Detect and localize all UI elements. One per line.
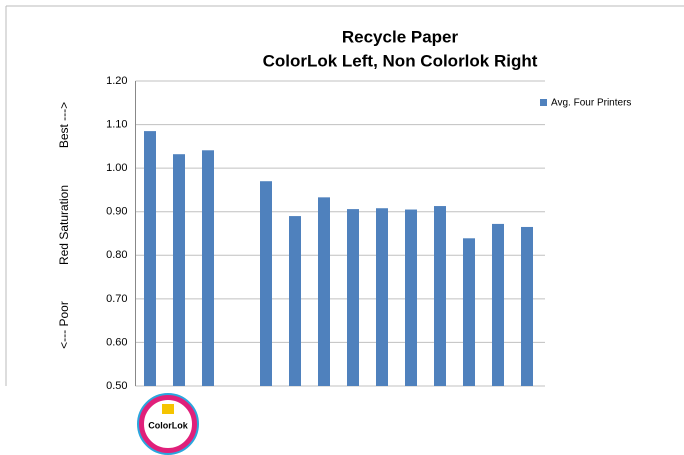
logo-ring <box>138 394 198 454</box>
legend-swatch <box>540 99 547 106</box>
logo-ring <box>137 393 199 455</box>
chart-title: Recycle Paper <box>342 27 459 46</box>
logo-icon <box>162 404 174 414</box>
bar <box>376 208 388 386</box>
y-tick-label: 0.50 <box>106 380 127 392</box>
y-tick-label: 1.20 <box>106 75 127 87</box>
y-axis-label: Red Saturation <box>57 185 71 265</box>
y-tick-label: 0.70 <box>106 293 127 305</box>
bar <box>202 150 214 386</box>
y-axis-label: Best ---> <box>57 102 71 148</box>
y-tick-label: 1.10 <box>106 118 127 130</box>
bar <box>434 206 446 386</box>
legend-label: Avg. Four Printers <box>551 98 631 109</box>
bar <box>144 131 156 386</box>
bar <box>260 181 272 386</box>
bar <box>289 216 301 386</box>
y-tick-label: 0.90 <box>106 206 127 218</box>
bar <box>521 226 533 386</box>
bar <box>347 209 359 386</box>
y-tick-label: 0.80 <box>106 249 127 261</box>
chart-subtitle: ColorLok Left, Non Colorlok Right <box>263 51 538 70</box>
bar <box>463 238 475 386</box>
logo-text: ColorLok <box>148 420 188 430</box>
bar <box>492 223 504 386</box>
bar <box>173 154 185 386</box>
bar <box>318 197 330 386</box>
y-tick-label: 0.60 <box>106 336 127 348</box>
logo: ColorLok <box>137 393 199 455</box>
y-axis-label: <--- Poor <box>57 301 71 349</box>
bar <box>405 209 417 386</box>
y-tick-label: 1.00 <box>106 162 127 174</box>
